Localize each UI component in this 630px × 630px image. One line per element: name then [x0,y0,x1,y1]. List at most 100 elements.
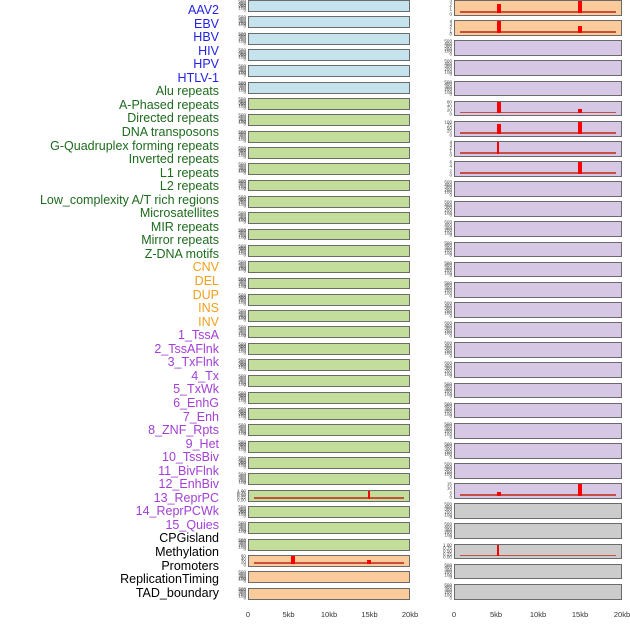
y-tick-label: 100 [444,331,452,336]
y-tick-label: 0 [243,72,246,78]
y-axis-ticks: 0 100 200 300 400 500 [428,59,453,76]
track-1-28[interactable] [454,563,622,580]
y-axis-ticks: 0 100 200 300 400 500 [222,326,247,339]
y-tick-label: 400 [444,323,452,329]
track-1-24[interactable] [454,483,622,499]
track-1-13[interactable] [454,261,622,278]
track-ebv[interactable] [248,16,410,29]
track-1-16[interactable] [454,322,622,338]
track-l2-repeats[interactable] [248,212,410,225]
track-hpv[interactable] [248,65,410,78]
track-cnv[interactable] [248,310,410,323]
track-1-20[interactable] [454,402,622,419]
y-tick-label: 500 [444,200,452,206]
track-hbv[interactable] [248,32,410,45]
y-tick-label: 300 [238,328,246,334]
track-1-7[interactable] [454,140,622,157]
track-1-27[interactable] [454,543,622,560]
track-9-het[interactable] [248,522,410,535]
y-tick-label: 500 [238,112,246,118]
track-1-tssa[interactable] [248,391,410,404]
track-11-bivflnk[interactable] [248,555,410,567]
track-1-21[interactable] [454,422,622,439]
y-tick-label: 200 [444,590,452,596]
y-tick-label: 15 [446,481,452,487]
y-tick-label: 0 [449,534,452,540]
track-alu-repeats[interactable] [248,97,410,110]
track-1-11[interactable] [454,221,622,238]
y-tick-label: 200 [444,348,452,354]
track-1-29[interactable] [454,583,622,600]
track-3-txflnk[interactable] [248,424,410,437]
track-1-12[interactable] [454,241,622,258]
y-axis-ticks: 0 100 200 300 400 500 [222,424,247,437]
track-1-15[interactable] [454,302,622,318]
track-1-19[interactable] [454,382,622,399]
track-1-8[interactable] [454,161,622,177]
row-label-3-txflnk: 3_TxFlnk [167,355,219,370]
track-aav2[interactable] [248,0,410,12]
track-htlv-1[interactable] [248,81,410,94]
track-g-quadruplex-forming-repeats[interactable] [248,163,410,176]
track-hiv[interactable] [248,48,410,61]
track-low-complexity-a-t-rich-regions[interactable] [248,228,410,241]
track-1-14[interactable] [454,281,622,298]
y-axis-ticks: 0 100 200 300 400 500 [222,15,247,28]
track-dna-transposons[interactable] [248,146,410,159]
y-tick-label: 300 [444,84,452,90]
track-4-tx[interactable] [248,440,410,453]
y-tick-label: 200 [238,330,246,336]
track-14-reprpcwk[interactable] [454,0,622,16]
data-spike [577,0,582,13]
track-1-22[interactable] [454,442,622,459]
track-13-reprpc[interactable] [248,587,410,600]
track-dup[interactable] [248,342,410,355]
track-10-tssbiv[interactable] [248,538,410,551]
track-promoters[interactable] [454,80,622,97]
track-mir-repeats[interactable] [248,261,410,274]
y-tick-label: 300 [238,377,246,383]
y-tick-label: 0 [449,353,452,359]
track-2-tssaflnk[interactable] [248,408,410,421]
track-replicationtiming[interactable] [454,100,622,117]
track-microsatellites[interactable] [248,244,410,257]
track-1-23[interactable] [454,463,622,479]
y-tick-label: 500 [444,340,452,346]
track-1-18[interactable] [454,362,622,379]
track-1-10[interactable] [454,201,622,218]
track-tad-boundary[interactable] [454,120,622,137]
row-label-9-het: 9_Het [185,436,219,451]
track-1-26[interactable] [454,523,622,540]
track-15-quies[interactable] [454,20,622,36]
track-l1-repeats[interactable] [248,195,410,208]
track-del[interactable] [248,326,410,339]
track-methylation[interactable] [454,60,622,77]
track-a-phased-repeats[interactable] [248,114,410,127]
track-z-dna-motifs[interactable] [248,293,410,306]
track-1-25[interactable] [454,503,622,520]
track-5-txwk[interactable] [248,457,410,469]
track-directed-repeats[interactable] [248,130,410,143]
y-tick-label: 0 [243,530,246,535]
y-axis-ticks: 0 100 200 300 400 500 [222,162,247,175]
y-tick-label: 300 [238,34,246,40]
track-cpgisland[interactable] [454,40,622,56]
track-1-17[interactable] [454,342,622,358]
track-6-enhg[interactable] [248,473,410,486]
y-tick-label: 200 [238,216,246,222]
y-tick-label: 100 [238,381,246,387]
track-8-znf-rpts[interactable] [248,506,410,518]
track-7-enh[interactable] [248,489,410,502]
y-tick-label: 100 [238,397,246,403]
y-axis-ticks: 0 100 200 300 400 500 [428,462,453,479]
track-mirror-repeats[interactable] [248,277,410,290]
track-ins[interactable] [248,359,410,372]
track-inverted-repeats[interactable] [248,179,410,192]
track-inv[interactable] [248,375,410,388]
track-1-9[interactable] [454,181,622,197]
track-12-enhbiv[interactable] [248,571,410,584]
y-tick-label: 300 [444,325,452,331]
y-tick-label: 0 [243,317,246,323]
y-tick-label: 0.75 [443,545,452,551]
